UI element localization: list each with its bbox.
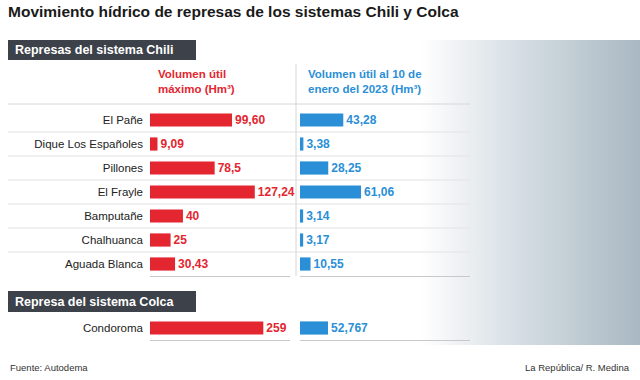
svg-text:99,60: 99,60 — [235, 113, 265, 127]
svg-text:30,43: 30,43 — [178, 257, 208, 271]
svg-text:Chalhuanca: Chalhuanca — [82, 234, 144, 246]
svg-text:El Frayle: El Frayle — [98, 186, 143, 198]
svg-text:3,38: 3,38 — [306, 137, 330, 151]
svg-text:Aguada Blanca: Aguada Blanca — [65, 258, 144, 270]
svg-text:Represa del sistema Colca: Represa del sistema Colca — [15, 295, 174, 309]
svg-text:Volumen útilmáximo (Hm³): Volumen útilmáximo (Hm³) — [158, 68, 235, 95]
svg-text:Movimiento hídrico de represas: Movimiento hídrico de represas de los si… — [8, 3, 459, 20]
svg-text:28,25: 28,25 — [331, 161, 361, 175]
svg-text:Pillones: Pillones — [103, 162, 144, 174]
svg-text:10,55: 10,55 — [314, 257, 344, 271]
svg-text:Bamputañe: Bamputañe — [84, 210, 143, 222]
svg-text:40: 40 — [186, 209, 200, 223]
svg-text:3,17: 3,17 — [306, 233, 330, 247]
svg-text:Dique Los Españoles: Dique Los Españoles — [34, 138, 143, 150]
svg-text:3,14: 3,14 — [306, 209, 330, 223]
svg-text:El Pañe: El Pañe — [103, 114, 143, 126]
svg-text:259: 259 — [266, 321, 286, 335]
svg-text:127,24: 127,24 — [258, 185, 295, 199]
svg-text:Fuente: Autodema: Fuente: Autodema — [10, 362, 88, 373]
svg-text:43,28: 43,28 — [346, 113, 376, 127]
svg-text:Represas del sistema Chili: Represas del sistema Chili — [15, 43, 173, 57]
svg-text:25: 25 — [174, 233, 188, 247]
svg-text:Condoroma: Condoroma — [83, 322, 144, 334]
svg-text:9,09: 9,09 — [160, 137, 184, 151]
svg-text:78,5: 78,5 — [218, 161, 242, 175]
svg-text:La República/ R. Medina: La República/ R. Medina — [525, 362, 630, 373]
svg-text:61,06: 61,06 — [364, 185, 394, 199]
svg-text:Volumen útil al 10 deenero del: Volumen útil al 10 deenero del 2023 (Hm³… — [308, 68, 422, 95]
svg-text:52,767: 52,767 — [331, 321, 368, 335]
